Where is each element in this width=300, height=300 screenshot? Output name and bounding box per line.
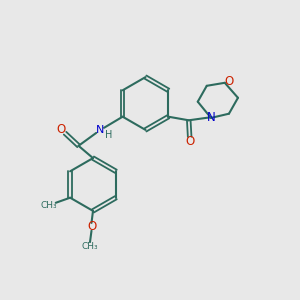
Text: CH₃: CH₃ — [41, 201, 57, 210]
Text: N: N — [207, 111, 215, 124]
Text: N: N — [96, 125, 104, 135]
Text: O: O — [224, 75, 234, 88]
Text: CH₃: CH₃ — [82, 242, 98, 251]
Text: H: H — [104, 130, 112, 140]
Text: O: O — [185, 135, 194, 148]
Text: O: O — [87, 220, 96, 233]
Text: O: O — [57, 122, 66, 136]
